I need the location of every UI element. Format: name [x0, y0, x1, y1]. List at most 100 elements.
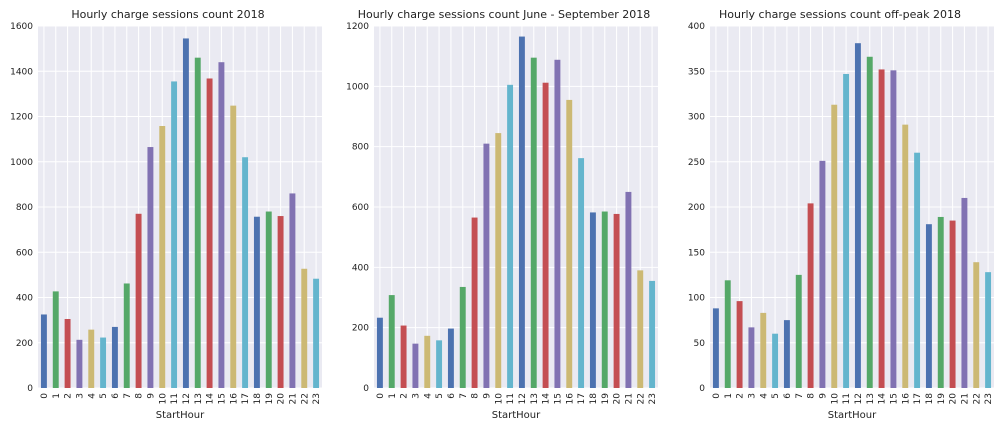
- bar: [277, 216, 284, 388]
- x-tick-label: 4: [423, 393, 433, 399]
- x-tick-label: 15: [889, 393, 899, 404]
- x-tick-label: 13: [530, 393, 540, 404]
- bar: [376, 317, 383, 388]
- x-tick-label: 9: [146, 393, 156, 399]
- bar: [182, 38, 189, 388]
- x-tick-label: 4: [87, 393, 97, 399]
- bar: [783, 320, 790, 388]
- y-tick-label: 1000: [10, 158, 33, 168]
- bar: [447, 328, 454, 388]
- x-tick-label: 14: [206, 393, 216, 405]
- y-tick-label: 400: [16, 294, 33, 304]
- bar: [218, 62, 225, 388]
- bar: [589, 212, 596, 388]
- x-tick-label: 4: [759, 393, 769, 399]
- bar: [649, 280, 656, 388]
- bar: [424, 335, 431, 388]
- x-tick-label: 7: [123, 393, 133, 399]
- x-tick-label: 17: [577, 393, 587, 404]
- x-tick-label: 15: [553, 393, 563, 404]
- bar: [890, 70, 897, 388]
- x-tick-label: 15: [217, 393, 227, 404]
- x-tick-label: 1: [724, 393, 734, 399]
- bar: [471, 217, 478, 388]
- x-tick-label: 3: [411, 393, 421, 399]
- bar: [542, 82, 549, 389]
- bar: [230, 105, 237, 388]
- y-tick-label: 150: [688, 248, 705, 258]
- bar: [712, 308, 719, 388]
- bar: [819, 160, 826, 388]
- bar: [724, 280, 731, 388]
- bar: [135, 213, 142, 388]
- bar: [111, 326, 118, 388]
- y-tick-label: 1600: [10, 22, 33, 32]
- bar: [736, 301, 743, 388]
- x-tick-label: 7: [795, 393, 805, 399]
- y-tick-label: 200: [688, 203, 705, 213]
- x-tick-label: 3: [75, 393, 85, 399]
- y-tick-label: 600: [352, 203, 369, 213]
- bar: [795, 274, 802, 388]
- x-tick-label: 12: [854, 393, 864, 404]
- bar: [566, 99, 573, 389]
- bar: [530, 57, 537, 389]
- x-tick-label: 22: [636, 393, 646, 404]
- bar: [147, 147, 154, 388]
- x-tick-label: 8: [807, 393, 817, 399]
- bar: [637, 270, 644, 388]
- x-tick-label: 22: [300, 393, 310, 404]
- x-axis-label: StartHour: [492, 410, 541, 421]
- y-tick-label: 0: [27, 384, 33, 394]
- chart-panel-1: Hourly charge sessions count 2018 0 200 40…: [0, 0, 336, 432]
- bar: [76, 339, 83, 388]
- bar: [123, 283, 130, 388]
- bar: [88, 329, 95, 388]
- x-tick-label: 0: [712, 393, 722, 399]
- x-tick-label: 23: [648, 393, 658, 404]
- bar: [289, 193, 296, 388]
- x-tick-label: 16: [901, 393, 911, 405]
- bar: [831, 104, 838, 389]
- x-tick-label: 8: [135, 393, 145, 399]
- bar: [52, 291, 59, 388]
- bar: [313, 278, 320, 388]
- x-tick-label: 5: [435, 393, 445, 399]
- y-tick-label: 400: [688, 22, 705, 32]
- x-tick-label: 1: [388, 393, 398, 399]
- chart-panel-2: Hourly charge sessions count June - Sept…: [336, 0, 672, 432]
- bar: [40, 314, 47, 388]
- y-tick-label: 1000: [346, 82, 369, 92]
- bar: [601, 211, 608, 388]
- bar: [937, 216, 944, 388]
- bar: [925, 224, 932, 388]
- x-tick-label: 21: [288, 393, 298, 404]
- x-tick-label: 8: [471, 393, 481, 399]
- bar: [914, 152, 921, 388]
- x-tick-label: 18: [925, 393, 935, 405]
- bar: [843, 73, 850, 388]
- x-tick-label: 12: [182, 393, 192, 404]
- x-tick-label: 20: [949, 393, 959, 405]
- x-tick-label: 19: [265, 393, 275, 405]
- x-tick-label: 9: [482, 393, 492, 399]
- x-tick-label: 9: [818, 393, 828, 399]
- x-tick-label: 1: [52, 393, 62, 399]
- y-tick-label: 200: [16, 339, 33, 349]
- x-tick-label: 16: [565, 393, 575, 405]
- bar: [400, 325, 407, 388]
- x-tick-label: 14: [878, 393, 888, 405]
- x-tick-label: 2: [64, 393, 74, 399]
- bar: [159, 126, 166, 388]
- x-tick-label: 10: [158, 393, 168, 405]
- bar: [242, 157, 249, 388]
- bar: [64, 318, 71, 388]
- chart-panel-3: Hourly charge sessions count off-peak 20…: [672, 0, 1008, 432]
- x-tick-label: 5: [99, 393, 109, 399]
- bar: [507, 84, 514, 388]
- bar: [878, 69, 885, 388]
- bar: [483, 143, 490, 388]
- y-tick-label: 100: [688, 294, 705, 304]
- x-tick-label: 6: [111, 393, 121, 399]
